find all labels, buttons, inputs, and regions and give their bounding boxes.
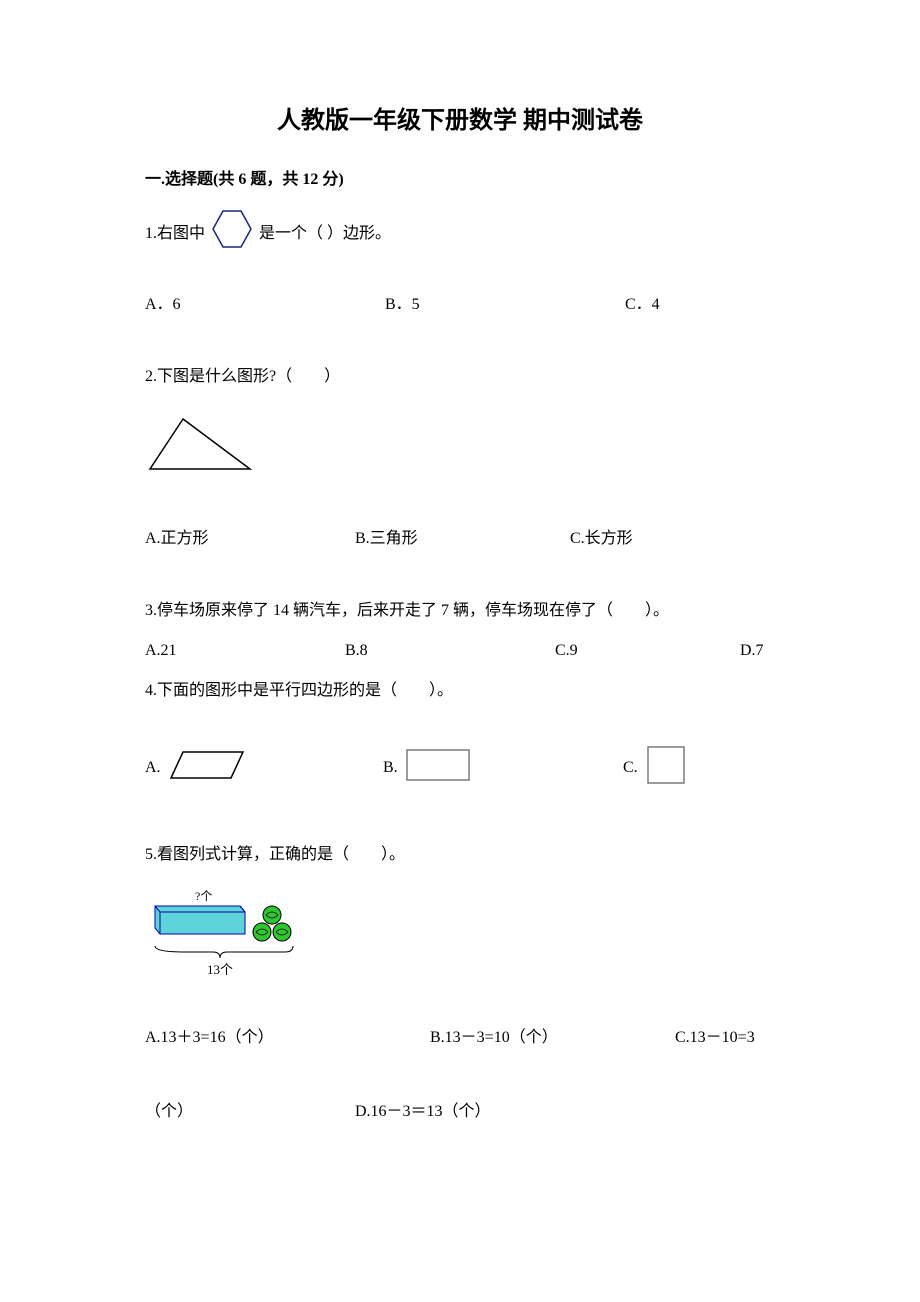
parallelogram-icon: [167, 748, 247, 787]
q5-option-b: B.13－3=10（个）: [430, 1023, 675, 1047]
q1-option-c: C．4: [625, 290, 660, 314]
q1-option-b: B．5: [385, 290, 625, 314]
q3-text: 3.停车场原来停了 14 辆汽车，后来开走了 7 辆，停车场现在停了（ ）。: [145, 602, 669, 619]
q3-option-c: C.9: [555, 642, 740, 660]
q2-text: 2.下图是什么图形?（ ）: [145, 368, 340, 385]
svg-text:?个: ?个: [195, 889, 212, 903]
question-5: 5.看图列式计算，正确的是（ ）。: [145, 842, 775, 868]
q4-c-label: C.: [623, 759, 638, 777]
q3-options: A.21 B.8 C.9 D.7: [145, 642, 775, 660]
q5-options-line2: （个） D.16－3＝13（个）: [145, 1097, 775, 1121]
q3-option-a: A.21: [145, 642, 345, 660]
q4-a-label: A.: [145, 759, 161, 777]
q1-text-after: 是一个（ ）边形。: [259, 221, 391, 247]
question-2: 2.下图是什么图形?（ ）: [145, 364, 775, 390]
svg-text:13个: 13个: [207, 962, 233, 977]
q2-option-b: B.三角形: [355, 524, 570, 548]
q4-text: 4.下面的图形中是平行四边形的是（ ）。: [145, 682, 453, 699]
hexagon-icon: [209, 207, 255, 260]
q1-text-before: 1.右图中: [145, 221, 205, 247]
q5-option-c-cont: （个）: [145, 1097, 355, 1121]
q5-option-d: D.16－3＝13（个）: [355, 1097, 491, 1121]
square-icon: [644, 743, 688, 792]
q3-option-b: B.8: [345, 642, 555, 660]
q5-option-c: C.13－10=3: [675, 1023, 755, 1047]
q1-option-a: A．6: [145, 290, 385, 314]
question-4: 4.下面的图形中是平行四边形的是（ ）。: [145, 678, 775, 704]
q1-options: A．6 B．5 C．4: [145, 290, 775, 314]
q5-option-a: A.13＋3=16（个）: [145, 1023, 430, 1047]
q4-option-c: C.: [623, 743, 688, 792]
question-1: 1.右图中 是一个（ ）边形。: [145, 207, 775, 260]
q2-option-a: A.正方形: [145, 524, 355, 548]
rectangle-icon: [404, 746, 476, 789]
q2-options: A.正方形 B.三角形 C.长方形: [145, 524, 775, 548]
triangle-icon: [145, 414, 775, 479]
q2-option-c: C.长方形: [570, 524, 633, 548]
section-header: 一.选择题(共 6 题，共 12 分): [145, 165, 775, 189]
q5-options-line1: A.13＋3=16（个） B.13－3=10（个） C.13－10=3: [145, 1023, 775, 1047]
q3-option-d: D.7: [740, 642, 764, 660]
q4-b-label: B.: [383, 759, 398, 777]
q4-option-a: A.: [145, 743, 383, 792]
q4-option-b: B.: [383, 743, 623, 792]
q5-diagram: ?个 13个: [145, 888, 775, 988]
q5-text: 5.看图列式计算，正确的是（ ）。: [145, 846, 405, 863]
page-title: 人教版一年级下册数学 期中测试卷: [145, 100, 775, 135]
question-3: 3.停车场原来停了 14 辆汽车，后来开走了 7 辆，停车场现在停了（ ）。: [145, 598, 775, 624]
q4-options: A. B. C.: [145, 743, 775, 792]
